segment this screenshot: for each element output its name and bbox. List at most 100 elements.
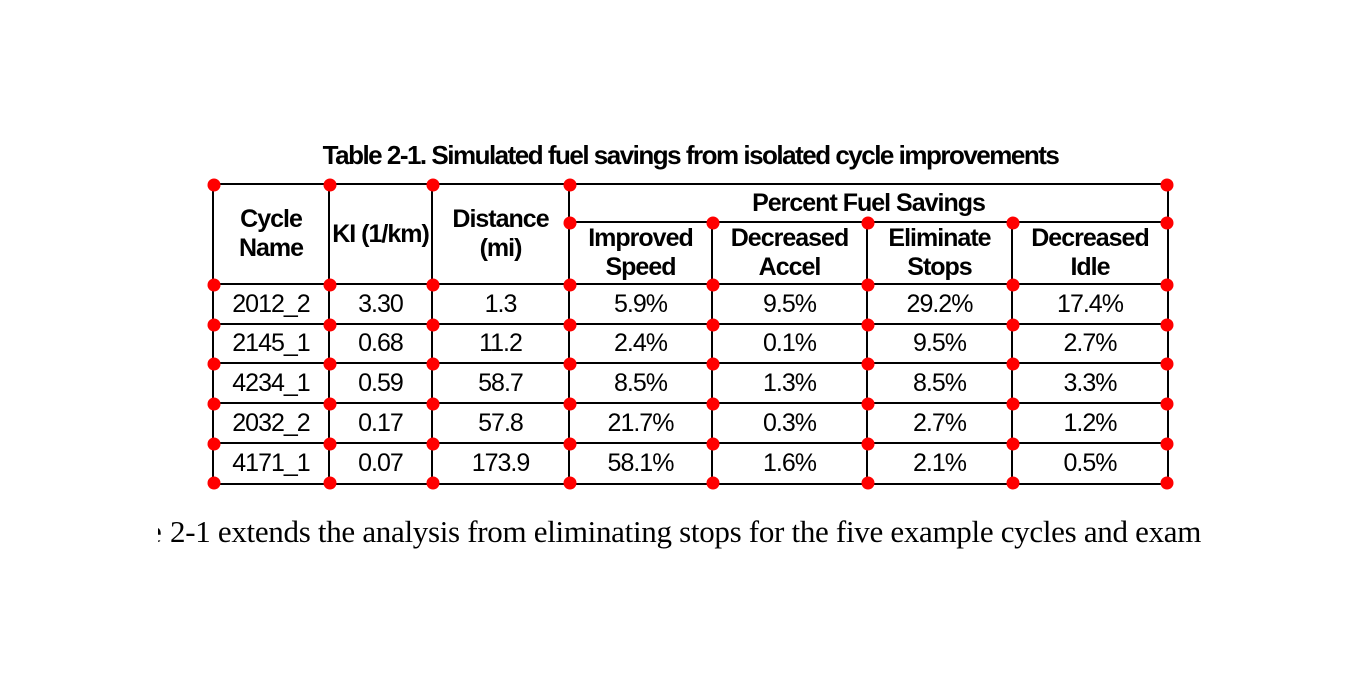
table-corner-dot[interactable] — [1006, 476, 1020, 490]
table-cell: 2.7% — [868, 404, 1013, 444]
table-corner-dot[interactable] — [563, 216, 577, 230]
table-corner-dot[interactable] — [1006, 397, 1020, 411]
table-corner-dot[interactable] — [207, 178, 221, 192]
table-cell: 9.5% — [713, 285, 868, 325]
table-corner-dot[interactable] — [563, 397, 577, 411]
table-corner-dot[interactable] — [861, 437, 875, 451]
table-cell: 5.9% — [570, 285, 713, 325]
table-corner-dot[interactable] — [323, 278, 337, 292]
fuel-savings-table: Cycle Name KI (1/km) Distance (mi) Perce… — [212, 183, 1169, 485]
table-cell: 58.1% — [570, 444, 713, 483]
table-corner-dot[interactable] — [207, 318, 221, 332]
column-header-eliminate-stops: Eliminate Stops — [868, 223, 1013, 285]
table-cell: 2145_1 — [214, 325, 330, 364]
table-corner-dot[interactable] — [426, 437, 440, 451]
table-corner-dot[interactable] — [207, 278, 221, 292]
table-corner-dot[interactable] — [207, 476, 221, 490]
table-corner-dot[interactable] — [426, 318, 440, 332]
table-corner-dot[interactable] — [1006, 318, 1020, 332]
table-corner-dot[interactable] — [861, 278, 875, 292]
table-cell: 3.30 — [330, 285, 433, 325]
table-corner-dot[interactable] — [1160, 178, 1174, 192]
table-cell: 29.2% — [868, 285, 1013, 325]
table-corner-dot[interactable] — [563, 278, 577, 292]
table-corner-dot[interactable] — [706, 437, 720, 451]
table-corner-dot[interactable] — [207, 357, 221, 371]
table-corner-dot[interactable] — [1160, 397, 1174, 411]
table-corner-dot[interactable] — [1160, 278, 1174, 292]
table-corner-dot[interactable] — [1006, 278, 1020, 292]
table-corner-dot[interactable] — [563, 476, 577, 490]
table-cell: 0.07 — [330, 444, 433, 483]
table-caption: Table 2-1. Simulated fuel savings from i… — [322, 140, 1060, 170]
clipped-edge-glyph: e — [158, 509, 165, 555]
table-corner-dot[interactable] — [1160, 216, 1174, 230]
table-cell: 1.6% — [713, 444, 868, 483]
table-corner-dot[interactable] — [207, 397, 221, 411]
table-cell: 8.5% — [868, 364, 1013, 404]
table-corner-dot[interactable] — [861, 318, 875, 332]
table-corner-dot[interactable] — [323, 318, 337, 332]
table-corner-dot[interactable] — [426, 278, 440, 292]
column-header-decreased-accel: Decreased Accel — [713, 223, 868, 285]
table-corner-dot[interactable] — [323, 397, 337, 411]
table-corner-dot[interactable] — [323, 178, 337, 192]
table-corner-dot[interactable] — [563, 437, 577, 451]
table-corner-dot[interactable] — [426, 397, 440, 411]
table-cell: 2.7% — [1013, 325, 1167, 364]
table-corner-dot[interactable] — [563, 178, 577, 192]
table-cell: 3.3% — [1013, 364, 1167, 404]
table-cell: 1.2% — [1013, 404, 1167, 444]
table-cell: 4234_1 — [214, 364, 330, 404]
table-corner-dot[interactable] — [1160, 318, 1174, 332]
column-header-distance: Distance (mi) — [433, 185, 570, 285]
table-corner-dot[interactable] — [1160, 476, 1174, 490]
table-cell: 0.1% — [713, 325, 868, 364]
table-cell: 11.2 — [433, 325, 570, 364]
table-cell: 1.3 — [433, 285, 570, 325]
column-header-improved-speed: Improved Speed — [570, 223, 713, 285]
table-corner-dot[interactable] — [706, 318, 720, 332]
table-cell: 9.5% — [868, 325, 1013, 364]
table-corner-dot[interactable] — [323, 437, 337, 451]
table-corner-dot[interactable] — [706, 397, 720, 411]
table-cell: 21.7% — [570, 404, 713, 444]
table-corner-dot[interactable] — [861, 216, 875, 230]
table-corner-dot[interactable] — [861, 397, 875, 411]
table-corner-dot[interactable] — [1006, 357, 1020, 371]
table-cell: 2.1% — [868, 444, 1013, 483]
table-corner-dot[interactable] — [1160, 357, 1174, 371]
table-corner-dot[interactable] — [323, 476, 337, 490]
table-corner-dot[interactable] — [1006, 437, 1020, 451]
table-corner-dot[interactable] — [1160, 437, 1174, 451]
table-cell: 0.5% — [1063, 449, 1118, 477]
table-corner-dot[interactable] — [706, 357, 720, 371]
table-corner-dot[interactable] — [563, 318, 577, 332]
table-corner-dot[interactable] — [426, 357, 440, 371]
table-cell: 2032_2 — [214, 404, 330, 444]
table-cell: 173.9 — [433, 444, 570, 483]
table-cell: 17.4% — [1013, 285, 1167, 325]
table-corner-dot[interactable] — [323, 357, 337, 371]
table-corner-dot[interactable] — [706, 216, 720, 230]
table-cell: 0.3% — [713, 404, 868, 444]
table-cell: 2.4% — [570, 325, 713, 364]
table-corner-dot[interactable] — [207, 437, 221, 451]
table-corner-dot[interactable] — [706, 476, 720, 490]
table-corner-dot[interactable] — [861, 357, 875, 371]
table-corner-dot[interactable] — [1006, 216, 1020, 230]
body-paragraph: 2-1 extends the analysis from eliminatin… — [170, 514, 1202, 549]
table-cell: 0.59 — [330, 364, 433, 404]
table-corner-dot[interactable] — [426, 476, 440, 490]
column-header-decreased-idle: Decreased Idle — [1013, 223, 1167, 285]
table-cell: 58.7 — [433, 364, 570, 404]
table-corner-dot[interactable] — [706, 278, 720, 292]
table-corner-dot[interactable] — [861, 476, 875, 490]
table-cell: 0.17 — [330, 404, 433, 444]
table-cell: 1.3% — [713, 364, 868, 404]
table-corner-dot[interactable] — [426, 178, 440, 192]
table-corner-dot[interactable] — [563, 357, 577, 371]
column-header-ki: KI (1/km) — [330, 185, 433, 285]
table-cell: 8.5% — [570, 364, 713, 404]
